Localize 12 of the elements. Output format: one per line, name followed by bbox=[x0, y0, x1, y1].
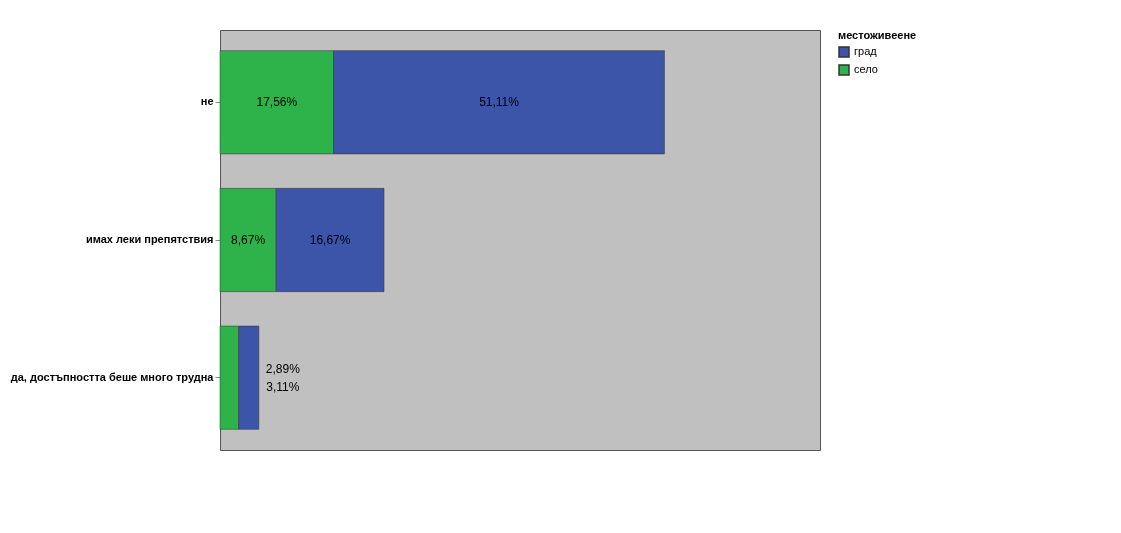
legend-title: местоживеене bbox=[838, 29, 917, 41]
y-tick-label: да, достъпността беше много трудна bbox=[10, 370, 215, 383]
y-tick-label: не bbox=[200, 95, 214, 108]
legend-label: град bbox=[854, 45, 878, 57]
data-label: 3,11% bbox=[266, 379, 300, 394]
y-tick-label: имах леки препятствия bbox=[85, 233, 214, 245]
data-label: 2,89% bbox=[265, 361, 301, 376]
data-label: 51,11% bbox=[479, 95, 520, 110]
data-label: 17,56% bbox=[256, 95, 298, 110]
data-label: 8,67% bbox=[231, 233, 266, 247]
data-label: 16,67% bbox=[309, 233, 351, 247]
legend-label: село bbox=[854, 63, 878, 75]
